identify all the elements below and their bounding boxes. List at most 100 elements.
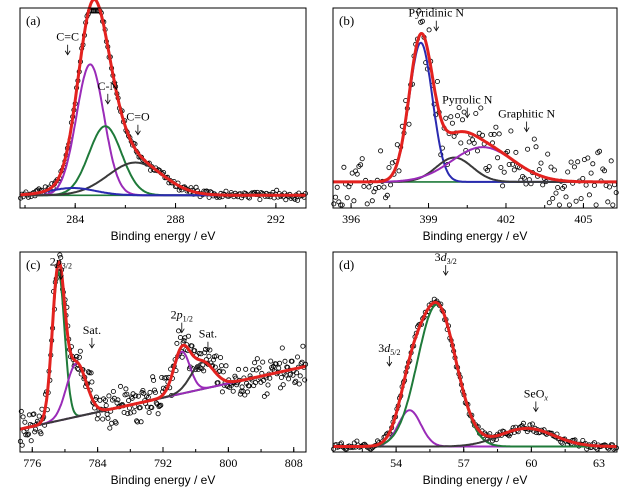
- x-tick-label: 800: [219, 456, 237, 470]
- data-point: [140, 387, 146, 393]
- series-line-pyridinic-n: [333, 41, 617, 183]
- data-point: [449, 120, 455, 126]
- data-point: [118, 383, 124, 389]
- x-axis-label: Binding energy / eV: [423, 229, 528, 243]
- data-point: [536, 167, 542, 173]
- panel-c: 776 784 792 800 808 Binding energy / eV (c) 2p3…: [17, 251, 309, 487]
- data-point: [282, 358, 288, 364]
- data-point: [580, 175, 586, 181]
- envelope-fit-line: [19, 260, 307, 431]
- data-point: [290, 372, 296, 378]
- data-point: [513, 149, 519, 155]
- data-point: [223, 363, 229, 369]
- data-point: [260, 359, 266, 365]
- data-point: [344, 195, 350, 201]
- x-tick-label: 284: [66, 212, 84, 226]
- data-point: [77, 348, 83, 354]
- data-point: [94, 416, 100, 422]
- data-point: [525, 146, 531, 152]
- data-point: [22, 419, 28, 425]
- data-point: [299, 359, 305, 365]
- data-point: [202, 350, 208, 356]
- data-point: [351, 198, 357, 204]
- data-point: [286, 376, 292, 382]
- data-point: [279, 345, 285, 351]
- data-point: [302, 377, 308, 383]
- data-point: [479, 132, 485, 138]
- data-point: [135, 393, 141, 399]
- data-point: [256, 365, 262, 371]
- x-tick-label: 402: [497, 212, 515, 226]
- data-point: [153, 400, 159, 406]
- data-point: [58, 254, 64, 260]
- data-point: [36, 413, 42, 419]
- data-point: [113, 420, 119, 426]
- data-point: [388, 182, 394, 188]
- data-point: [134, 419, 140, 425]
- annotation-label: Pyrrolic N: [442, 93, 493, 107]
- x-tick-label: 776: [23, 456, 41, 470]
- x-tick-label: 784: [89, 456, 107, 470]
- data-point: [366, 184, 372, 190]
- plot-frame: [332, 7, 618, 209]
- data-point: [126, 398, 132, 404]
- data-point: [426, 27, 432, 33]
- data-point: [129, 395, 135, 401]
- data-point: [89, 379, 95, 385]
- data-point: [500, 183, 506, 189]
- x-tick-label: 292: [267, 212, 285, 226]
- data-point: [76, 354, 82, 360]
- annotation-arrowhead: [523, 127, 530, 133]
- panel-d: 54 57 60 63 Binding energy / eV (d) 3d3/2 3d5/2…: [331, 250, 619, 487]
- x-tick-label: 396: [342, 212, 360, 226]
- data-point: [553, 190, 559, 196]
- data-point: [474, 148, 480, 154]
- data-point: [381, 184, 387, 190]
- data-point: [124, 391, 130, 397]
- data-point: [57, 252, 63, 258]
- annotation-arrowhead: [104, 99, 111, 105]
- x-tick-label: 399: [420, 212, 438, 226]
- data-point: [607, 184, 613, 190]
- data-point: [223, 188, 229, 194]
- data-point: [593, 202, 599, 208]
- data-point: [605, 199, 611, 205]
- data-point: [137, 405, 143, 411]
- data-point: [466, 139, 472, 145]
- data-point: [100, 416, 106, 422]
- x-tick-label: 57: [458, 456, 470, 470]
- data-point: [458, 140, 464, 146]
- data-point: [510, 161, 516, 167]
- data-point: [588, 170, 594, 176]
- data-point: [110, 388, 116, 394]
- data-point: [179, 354, 185, 360]
- data-point: [149, 405, 155, 411]
- data-point: [23, 432, 29, 438]
- data-point: [361, 183, 367, 189]
- data-point: [295, 197, 301, 203]
- data-point: [341, 164, 347, 170]
- data-point: [394, 142, 400, 148]
- data-point: [218, 355, 224, 361]
- data-point: [491, 131, 497, 137]
- data-point: [174, 340, 180, 346]
- data-point: [250, 367, 256, 373]
- data-point: [115, 397, 121, 403]
- data-point: [26, 412, 32, 418]
- data-point: [230, 388, 236, 394]
- data-point: [384, 192, 390, 198]
- annotation-label: 2p3/2: [50, 254, 72, 270]
- data-point: [19, 442, 25, 448]
- data-point: [131, 409, 137, 415]
- data-point: [496, 131, 502, 137]
- x-axis-label: Binding energy / eV: [111, 473, 216, 487]
- data-point: [566, 202, 572, 208]
- panel-label: (a): [26, 13, 40, 28]
- data-point: [434, 79, 440, 85]
- data-point: [163, 375, 169, 381]
- data-point: [563, 194, 569, 200]
- data-point: [265, 382, 271, 388]
- annotation-arrowhead: [58, 275, 64, 281]
- data-point: [106, 393, 112, 399]
- data-point: [217, 368, 223, 374]
